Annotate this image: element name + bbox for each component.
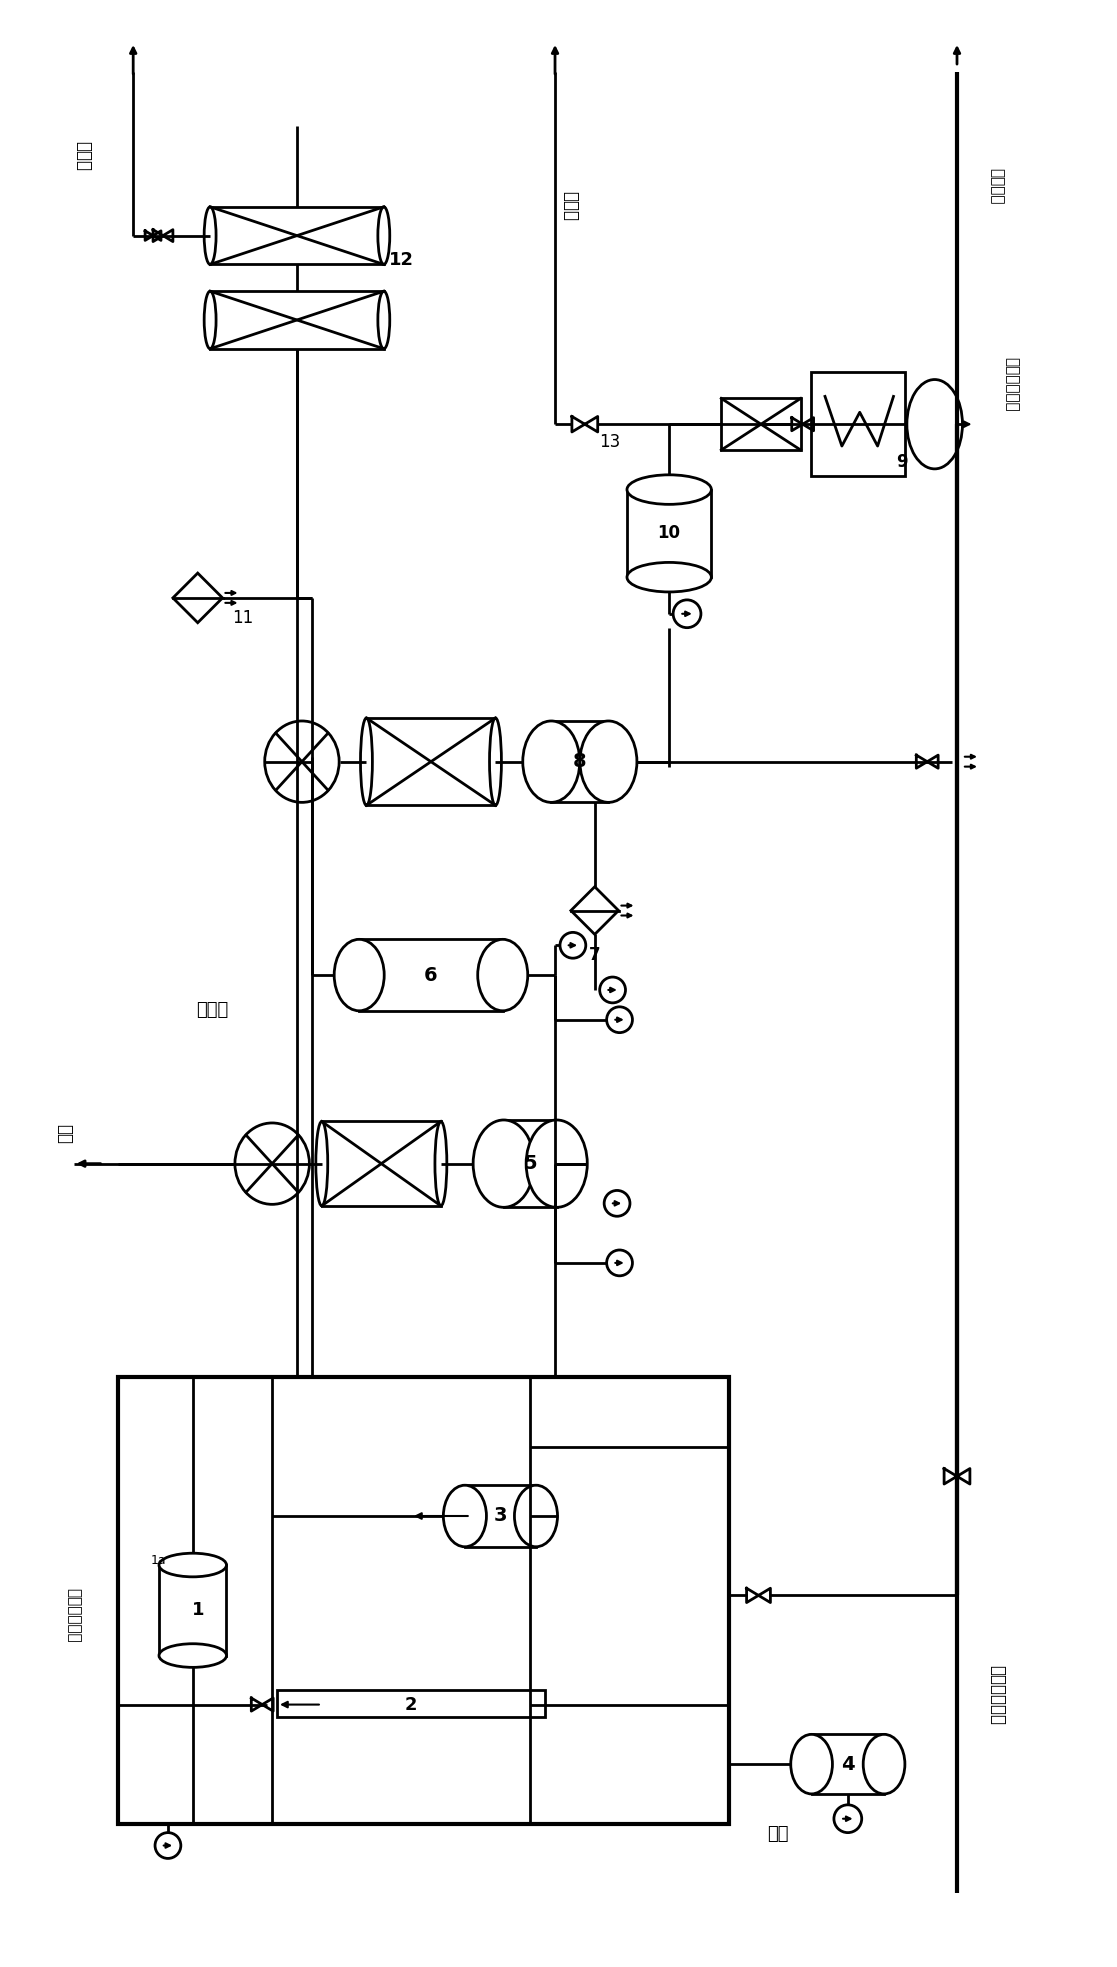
Bar — [811, 372, 905, 476]
Ellipse shape — [627, 563, 712, 592]
Ellipse shape — [863, 1735, 905, 1794]
Bar — [277, 1690, 545, 1717]
Text: 5: 5 — [524, 1155, 537, 1172]
Polygon shape — [571, 887, 619, 934]
Ellipse shape — [627, 474, 712, 504]
Ellipse shape — [378, 207, 390, 264]
Text: 4: 4 — [841, 1755, 855, 1774]
Text: 8: 8 — [573, 751, 586, 771]
Text: 1a: 1a — [150, 1554, 165, 1568]
Circle shape — [674, 600, 701, 627]
Circle shape — [604, 1190, 630, 1216]
Ellipse shape — [489, 718, 502, 805]
Ellipse shape — [791, 1735, 832, 1794]
Text: 13: 13 — [599, 433, 620, 450]
Ellipse shape — [435, 1121, 447, 1206]
Circle shape — [607, 1249, 632, 1277]
Bar — [722, 399, 801, 450]
Circle shape — [834, 1806, 861, 1833]
Ellipse shape — [907, 380, 963, 468]
Ellipse shape — [204, 207, 216, 264]
Text: 7: 7 — [589, 946, 601, 964]
Text: 制冷系: 制冷系 — [197, 1001, 229, 1019]
Ellipse shape — [378, 291, 390, 348]
Text: 架油加氢装置: 架油加氢装置 — [1004, 358, 1019, 411]
Ellipse shape — [478, 940, 527, 1011]
Circle shape — [155, 1833, 181, 1859]
Ellipse shape — [443, 1485, 486, 1546]
Ellipse shape — [526, 1119, 588, 1208]
Ellipse shape — [515, 1485, 557, 1546]
Circle shape — [560, 932, 585, 958]
Ellipse shape — [265, 722, 340, 803]
Bar — [159, 1566, 227, 1656]
Text: 直馆柴油进料: 直馆柴油进料 — [66, 1587, 82, 1642]
Bar — [366, 718, 496, 805]
Text: 空气: 空气 — [767, 1825, 789, 1843]
Ellipse shape — [316, 1121, 327, 1206]
Bar — [322, 1121, 441, 1206]
Text: 9: 9 — [897, 452, 908, 470]
Bar — [627, 490, 712, 576]
Bar — [812, 1735, 884, 1794]
Circle shape — [607, 1007, 632, 1033]
Text: 抽真空: 抽真空 — [561, 191, 579, 220]
Text: 废硫酸: 废硫酸 — [75, 142, 93, 171]
Ellipse shape — [159, 1644, 227, 1668]
Circle shape — [600, 978, 626, 1003]
Ellipse shape — [474, 1119, 534, 1208]
Text: 原料: 原料 — [55, 1123, 73, 1145]
Text: 10: 10 — [658, 525, 680, 543]
Ellipse shape — [235, 1123, 309, 1204]
Bar — [210, 291, 384, 348]
Text: 催化氧化装置: 催化氧化装置 — [987, 1664, 1005, 1725]
Ellipse shape — [580, 722, 637, 803]
Ellipse shape — [204, 291, 216, 348]
Ellipse shape — [334, 940, 384, 1011]
Polygon shape — [173, 572, 222, 624]
Bar — [118, 1377, 728, 1823]
Ellipse shape — [159, 1554, 227, 1578]
Bar — [504, 1119, 556, 1208]
Bar — [210, 207, 384, 264]
Text: 6: 6 — [424, 966, 438, 985]
Text: 水相氧化: 水相氧化 — [990, 167, 1004, 205]
Text: 2: 2 — [404, 1696, 418, 1713]
Text: 3: 3 — [494, 1507, 507, 1526]
Text: 11: 11 — [231, 608, 254, 627]
Text: 12: 12 — [389, 252, 413, 269]
Text: 1: 1 — [191, 1601, 204, 1619]
Ellipse shape — [523, 722, 580, 803]
Bar — [552, 722, 609, 803]
Bar — [465, 1485, 536, 1546]
Bar — [360, 940, 503, 1011]
Ellipse shape — [361, 718, 372, 805]
